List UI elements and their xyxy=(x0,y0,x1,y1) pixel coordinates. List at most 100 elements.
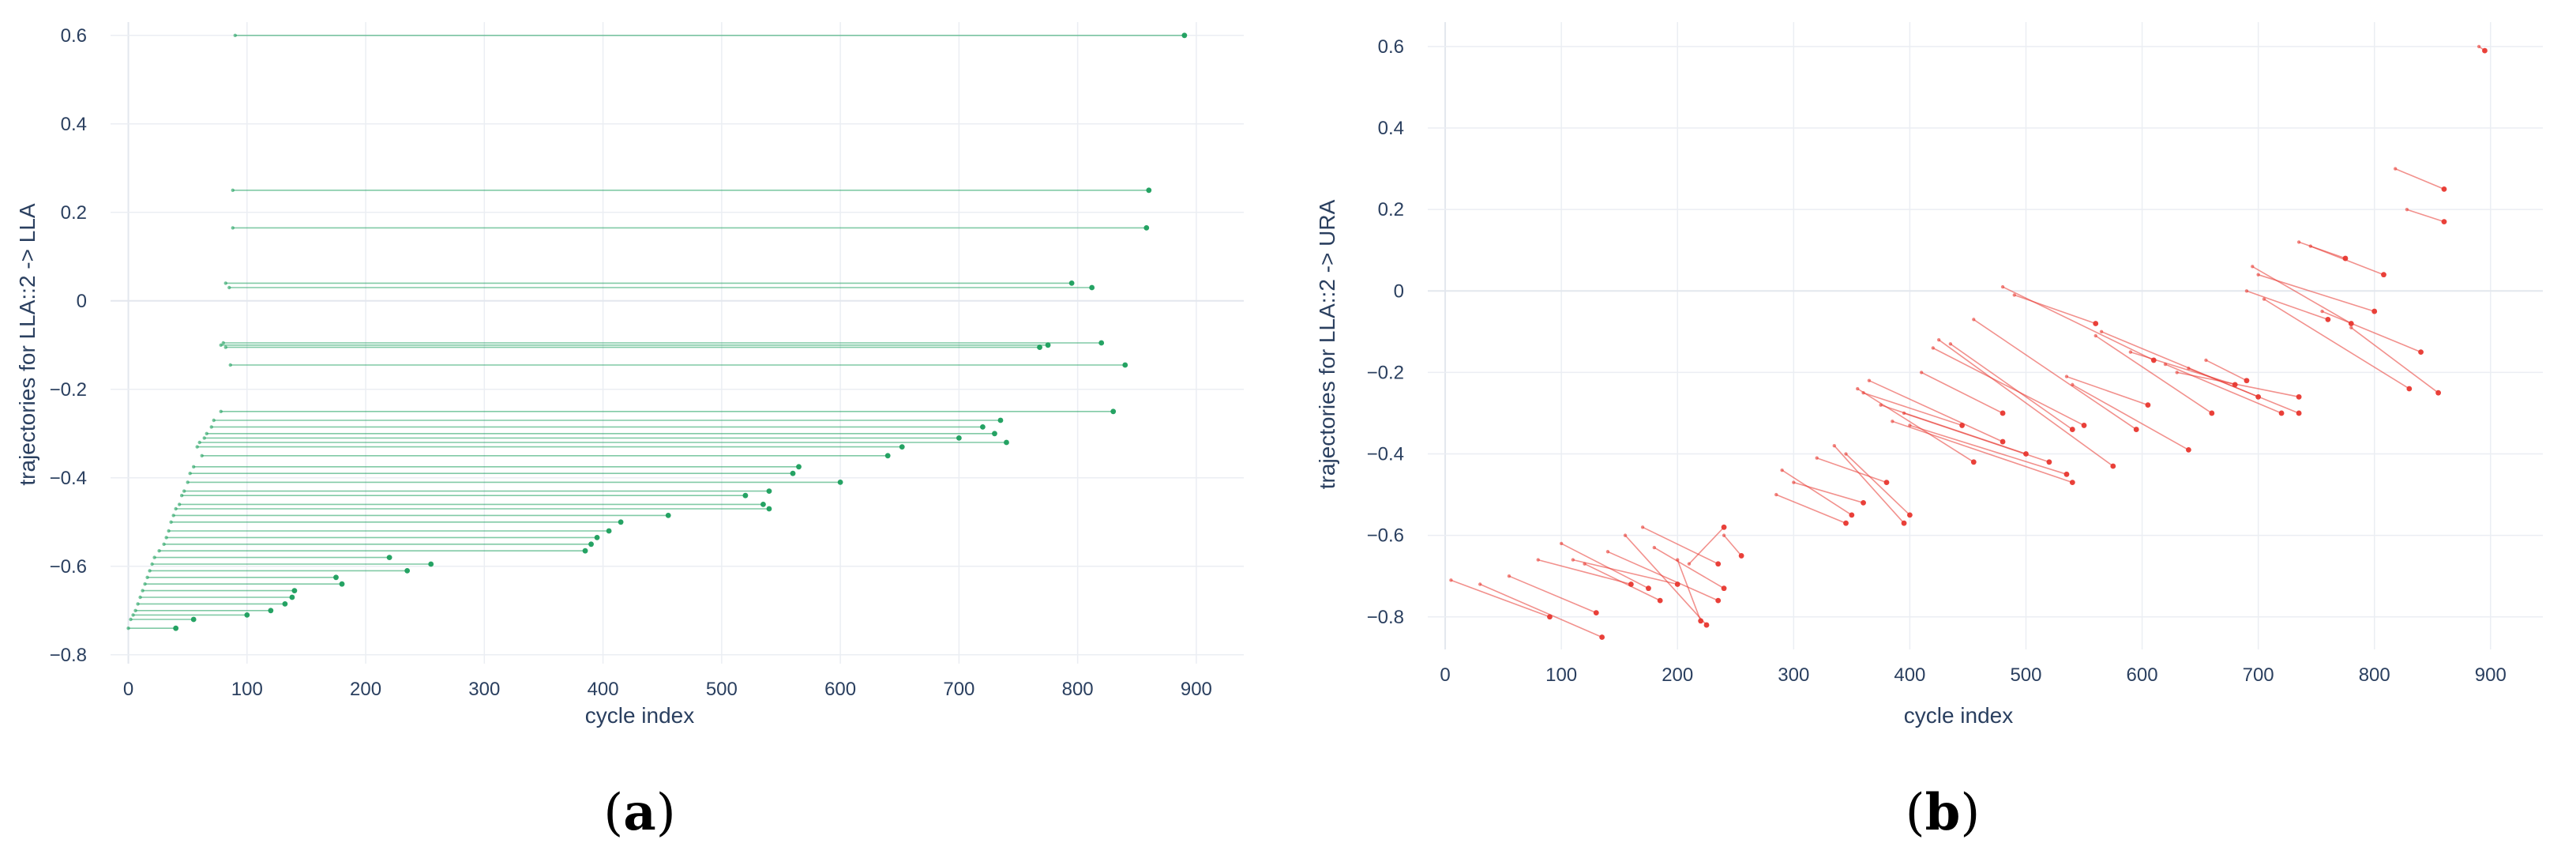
panel-b-trajectory-end-point xyxy=(2063,471,2070,477)
panel-a-trajectory-start-point xyxy=(152,555,156,559)
panel-b-trajectory-line xyxy=(1845,453,1910,516)
panel-a-trajectory-start-point xyxy=(219,343,223,347)
panel-a-trajectory-start-point xyxy=(231,226,235,230)
panel-b-trajectory-line xyxy=(1892,420,2073,484)
panel-b-trajectory-end-point xyxy=(2185,446,2191,453)
panel-b-trajectory-line xyxy=(1572,559,1678,585)
panel-a-trajectory-end-point xyxy=(173,625,179,631)
panel-b-trajectory-start-point xyxy=(1902,411,1906,416)
panel-b-trajectory-end-point xyxy=(1883,480,1890,486)
panel-a-trajectory-end-point xyxy=(790,470,796,476)
panel-a-trajectory-start-point xyxy=(212,418,216,423)
panel-b-trajectory-start-point xyxy=(1867,378,1872,382)
panel-a-trajectory-start-point xyxy=(157,549,161,553)
panel-a-trajectory-end-point xyxy=(1098,340,1105,346)
panel-b-trajectory-start-point xyxy=(1919,371,1924,374)
panel-b-trajectory-line xyxy=(1973,318,2137,431)
panel-a-trajectory-start-point xyxy=(219,409,223,413)
panel-b-trajectory-end-point xyxy=(2418,349,2424,356)
panel-b-trajectory-line xyxy=(1688,526,1725,565)
panel-b-trajectory-start-point xyxy=(1774,492,1778,497)
panel-b-trajectory-line xyxy=(1584,563,1661,601)
panel-a-trajectory-end-point xyxy=(665,513,671,518)
panel-b-trajectory-line xyxy=(1857,388,1974,463)
panel-b-trajectory-end-point xyxy=(2296,393,2302,400)
panel-b-trajectory-line xyxy=(2406,209,2445,223)
panel-b-trajectory-start-point xyxy=(1908,423,1912,427)
panel-a-trajectory-start-point xyxy=(177,502,182,506)
panel-b-trajectory-line xyxy=(1932,347,2085,427)
panel-b-trajectory-start-point xyxy=(1832,444,1836,448)
panel-a-x-axis-title: cycle index xyxy=(585,703,695,728)
panel-b-trajectory-start-point xyxy=(1449,578,1453,582)
panel-b-trajectory-start-point xyxy=(1478,582,1482,586)
panel-b-trajectory-end-point xyxy=(2482,47,2488,54)
panel-a-y-tick-labels: −0.8 −0.6 −0.4 −0.2 0 0.2 0.4 0.6 xyxy=(50,25,87,666)
panel-b-trajectory-line xyxy=(1793,481,1864,504)
panel-a-trajectory-end-point xyxy=(1045,342,1051,348)
panel-b-trajectory-start-point xyxy=(1640,525,1645,529)
panel-b-trajectory-start-point xyxy=(1687,562,1692,566)
panel-b-x-tick-label: 700 xyxy=(2243,664,2274,686)
panel-b-trajectory-end-point xyxy=(2133,427,2139,432)
panel-b-trajectory-start-point xyxy=(1861,390,1865,395)
panel-a-trajectory-start-point xyxy=(188,472,192,476)
panel-a-trajectory-start-point xyxy=(174,506,178,511)
panel-a-trajectory-end-point xyxy=(837,480,843,485)
panel-a-trajectory-start-point xyxy=(223,281,227,285)
panel-b-trajectory-start-point xyxy=(1891,420,1894,423)
panel-a-trajectory-end-point xyxy=(760,502,766,507)
panel-b-trajectory-end-point xyxy=(1901,520,1907,526)
panel-b-trajectory-line xyxy=(1868,379,2003,442)
panel-b-x-tick-label: 0 xyxy=(1440,664,1450,686)
panel-b-trajectory-start-point xyxy=(2320,309,2324,314)
panel-b-trajectory-line xyxy=(1677,559,1702,622)
panel-b-trajectory-start-point xyxy=(1856,386,1860,391)
panel-a-trajectory-end-point xyxy=(766,506,772,512)
panel-a-trajectory-end-point xyxy=(282,601,288,607)
panel-b-trajectory-end-point xyxy=(2069,427,2075,432)
panel-b-trajectory-start-point xyxy=(2187,367,2191,371)
panel-a-y-tick-label: −0.8 xyxy=(50,645,87,666)
panel-b-x-tick-label: 900 xyxy=(2475,664,2507,686)
panel-b-trajectory-start-point xyxy=(1815,456,1819,460)
panel-a-trajectory-start-point xyxy=(223,345,227,349)
panel-b-trajectory-line xyxy=(2071,384,2189,451)
panel-b-trajectory-start-point xyxy=(1931,346,1936,350)
panel-a-x-tick-label: 300 xyxy=(468,679,500,700)
panel-b-trajectory-end-point xyxy=(2435,390,2442,396)
panel-a-trajectory-start-point xyxy=(205,431,208,435)
panel-b-trajectory-end-point xyxy=(1906,512,1913,518)
panel-b-trajectory-start-point xyxy=(2405,207,2409,212)
panel-b-trajectory-line xyxy=(1909,424,2067,476)
panel-b-trajectory-start-point xyxy=(2163,362,2168,367)
panel-a-trajectory-start-point xyxy=(131,613,135,617)
panel-b-trajectory-end-point xyxy=(1970,459,1977,465)
panel-b-x-tick-label: 800 xyxy=(2359,664,2390,686)
panel-b-trajectory-start-point xyxy=(1571,558,1575,562)
panel-a-x-tick-label: 800 xyxy=(1062,679,1094,700)
panel-a-trajectory-start-point xyxy=(171,514,175,517)
panel-b-trajectory-line xyxy=(2206,359,2247,382)
panel-b-trajectory-start-point xyxy=(2012,293,2016,297)
panel-b-trajectory-end-point xyxy=(1657,597,1663,604)
panel-b-trajectory-end-point xyxy=(2081,423,2087,428)
panel-a-trajectory-start-point xyxy=(148,569,152,573)
panel-b-trajectory-start-point xyxy=(1605,550,1610,554)
panel-b-trajectory-start-point xyxy=(1676,558,1680,562)
panel-b-trajectory-line xyxy=(2322,310,2421,353)
panel-b-trajectory-start-point xyxy=(1536,558,1540,562)
panel-b-x-tick-label: 100 xyxy=(1545,664,1577,686)
panel-a-trajectory-start-point xyxy=(133,608,137,612)
panel-b-trajectory-end-point xyxy=(2209,410,2215,416)
panel-a-trajectory-start-point xyxy=(202,436,206,440)
panel-b-trajectory-start-point xyxy=(2262,297,2266,301)
panel-a-trajectory-end-point xyxy=(606,528,612,534)
panel-b-y-tick-label: −0.4 xyxy=(1367,444,1404,465)
panel-a-trajectory-end-point xyxy=(1037,344,1042,350)
panel-b-y-tick-label: 0.2 xyxy=(1378,199,1404,220)
panel-b-x-tick-label: 500 xyxy=(2010,664,2041,686)
panel-b-trajectory-line xyxy=(1451,579,1550,618)
panel-b-trajectory-line xyxy=(2263,298,2410,390)
panel-a-letter: a xyxy=(623,783,655,842)
